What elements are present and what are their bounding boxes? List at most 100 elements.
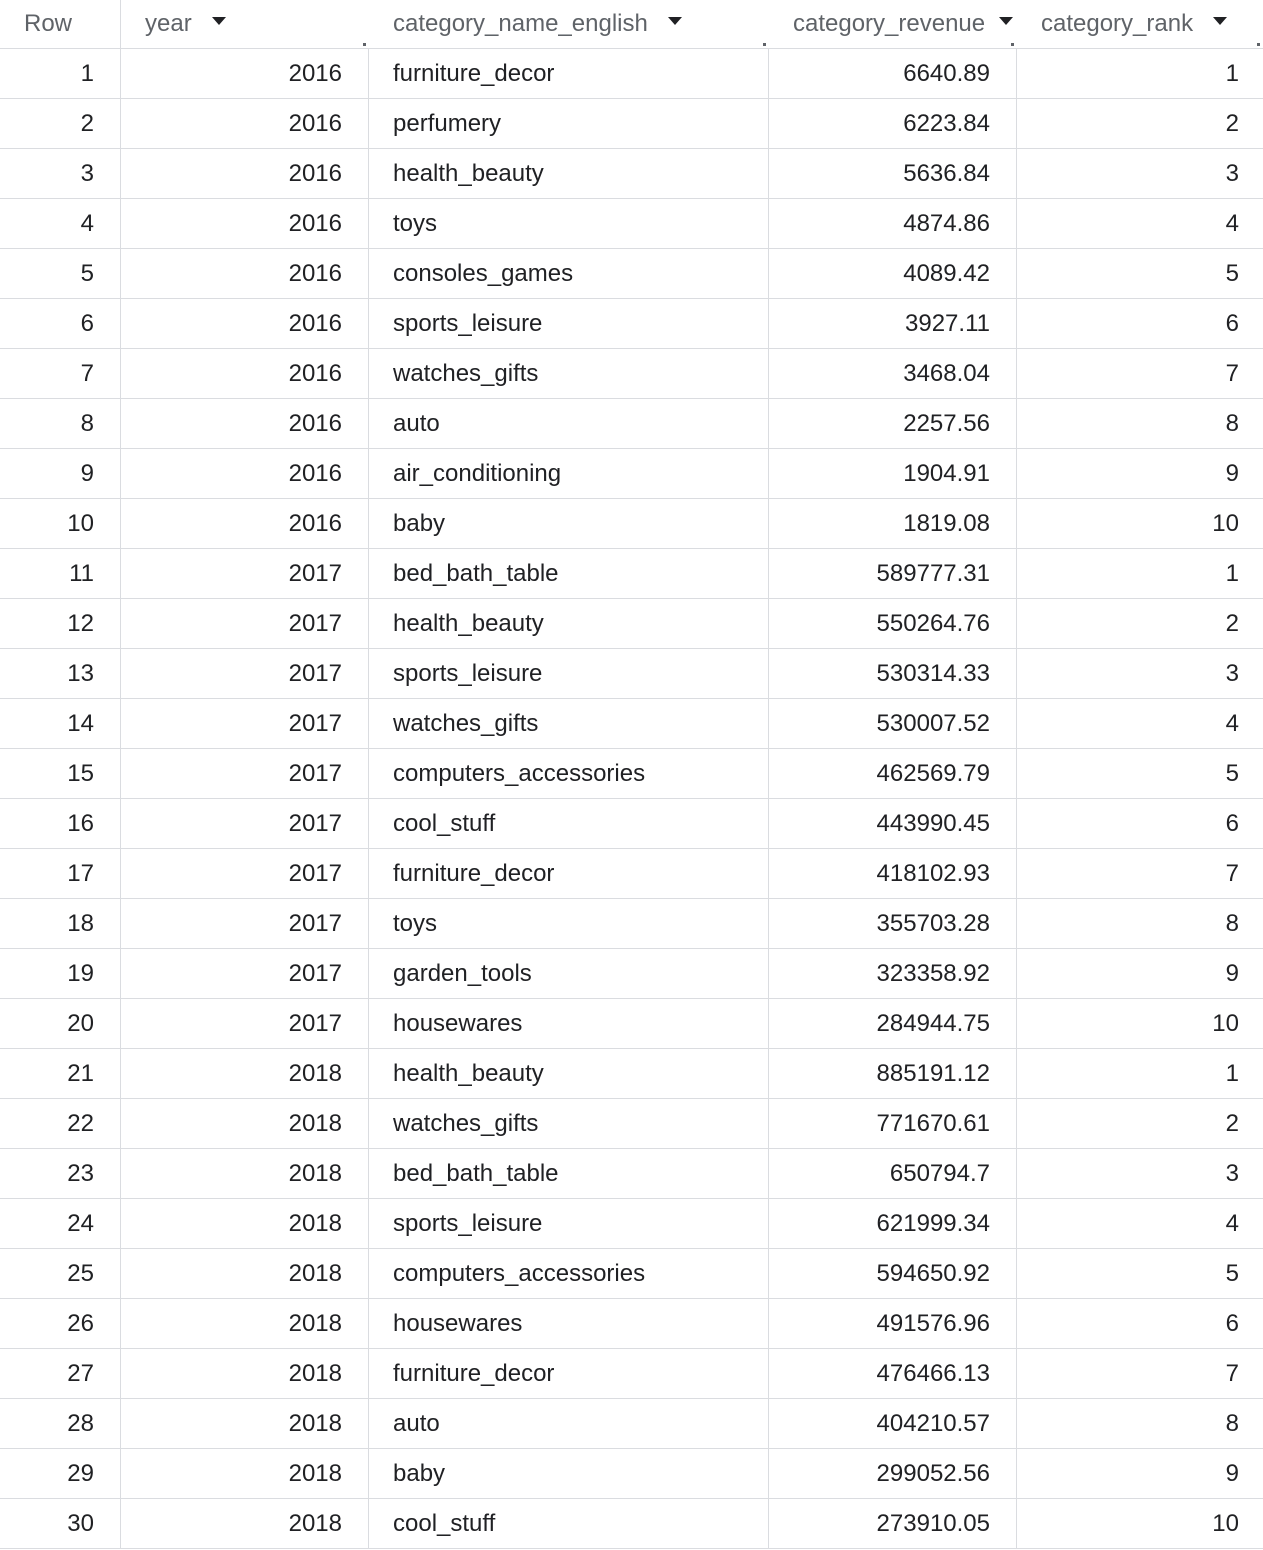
cell-category-revenue[interactable]: 650794.7 [769, 1149, 1017, 1198]
table-row[interactable]: 19 2017 garden_tools 323358.92 9 [0, 949, 1263, 999]
cell-category-name-english[interactable]: garden_tools [369, 949, 769, 998]
cell-category-revenue[interactable]: 4089.42 [769, 249, 1017, 298]
cell-year[interactable]: 2017 [121, 599, 369, 648]
cell-category-revenue[interactable]: 355703.28 [769, 899, 1017, 948]
cell-category-name-english[interactable]: furniture_decor [369, 849, 769, 898]
cell-category-revenue[interactable]: 284944.75 [769, 999, 1017, 1048]
cell-year[interactable]: 2018 [121, 1399, 369, 1448]
cell-year[interactable]: 2018 [121, 1349, 369, 1398]
cell-category-name-english[interactable]: sports_leisure [369, 299, 769, 348]
table-row[interactable]: 13 2017 sports_leisure 530314.33 3 [0, 649, 1263, 699]
table-row[interactable]: 24 2018 sports_leisure 621999.34 4 [0, 1199, 1263, 1249]
table-row[interactable]: 25 2018 computers_accessories 594650.92 5 [0, 1249, 1263, 1299]
cell-category-revenue[interactable]: 1819.08 [769, 499, 1017, 548]
column-resize-handle[interactable] [363, 43, 366, 46]
sort-dropdown-icon[interactable] [999, 17, 1014, 25]
cell-row-number[interactable]: 17 [0, 849, 121, 898]
table-row[interactable]: 1 2016 furniture_decor 6640.89 1 [0, 49, 1263, 99]
cell-category-rank[interactable]: 7 [1017, 349, 1263, 398]
cell-year[interactable]: 2017 [121, 799, 369, 848]
cell-category-revenue[interactable]: 491576.96 [769, 1299, 1017, 1348]
cell-row-number[interactable]: 18 [0, 899, 121, 948]
cell-category-name-english[interactable]: furniture_decor [369, 49, 769, 98]
cell-year[interactable]: 2016 [121, 199, 369, 248]
cell-category-rank[interactable]: 3 [1017, 649, 1263, 698]
cell-row-number[interactable]: 30 [0, 1499, 121, 1548]
cell-year[interactable]: 2016 [121, 499, 369, 548]
cell-category-rank[interactable]: 5 [1017, 749, 1263, 798]
table-row[interactable]: 22 2018 watches_gifts 771670.61 2 [0, 1099, 1263, 1149]
table-row[interactable]: 7 2016 watches_gifts 3468.04 7 [0, 349, 1263, 399]
cell-category-name-english[interactable]: cool_stuff [369, 1499, 769, 1548]
cell-year[interactable]: 2018 [121, 1299, 369, 1348]
cell-category-revenue[interactable]: 530314.33 [769, 649, 1017, 698]
cell-category-revenue[interactable]: 3468.04 [769, 349, 1017, 398]
cell-year[interactable]: 2017 [121, 899, 369, 948]
cell-category-revenue[interactable]: 594650.92 [769, 1249, 1017, 1298]
cell-category-revenue[interactable]: 443990.45 [769, 799, 1017, 848]
cell-category-revenue[interactable]: 299052.56 [769, 1449, 1017, 1498]
sort-dropdown-icon[interactable] [667, 17, 682, 25]
cell-category-revenue[interactable]: 621999.34 [769, 1199, 1017, 1248]
table-row[interactable]: 21 2018 health_beauty 885191.12 1 [0, 1049, 1263, 1099]
cell-category-name-english[interactable]: auto [369, 399, 769, 448]
cell-category-name-english[interactable]: bed_bath_table [369, 549, 769, 598]
table-row[interactable]: 26 2018 housewares 491576.96 6 [0, 1299, 1263, 1349]
cell-row-number[interactable]: 24 [0, 1199, 121, 1248]
cell-category-name-english[interactable]: watches_gifts [369, 349, 769, 398]
cell-year[interactable]: 2018 [121, 1499, 369, 1548]
cell-category-name-english[interactable]: cool_stuff [369, 799, 769, 848]
table-row[interactable]: 11 2017 bed_bath_table 589777.31 1 [0, 549, 1263, 599]
cell-category-rank[interactable]: 6 [1017, 299, 1263, 348]
table-row[interactable]: 9 2016 air_conditioning 1904.91 9 [0, 449, 1263, 499]
cell-row-number[interactable]: 25 [0, 1249, 121, 1298]
cell-category-name-english[interactable]: baby [369, 1449, 769, 1498]
cell-year[interactable]: 2016 [121, 99, 369, 148]
cell-category-rank[interactable]: 7 [1017, 1349, 1263, 1398]
cell-category-name-english[interactable]: health_beauty [369, 599, 769, 648]
cell-category-name-english[interactable]: computers_accessories [369, 749, 769, 798]
cell-category-name-english[interactable]: health_beauty [369, 1049, 769, 1098]
table-row[interactable]: 12 2017 health_beauty 550264.76 2 [0, 599, 1263, 649]
cell-category-name-english[interactable]: baby [369, 499, 769, 548]
cell-year[interactable]: 2016 [121, 299, 369, 348]
cell-row-number[interactable]: 29 [0, 1449, 121, 1498]
cell-category-rank[interactable]: 4 [1017, 699, 1263, 748]
table-row[interactable]: 29 2018 baby 299052.56 9 [0, 1449, 1263, 1499]
table-row[interactable]: 4 2016 toys 4874.86 4 [0, 199, 1263, 249]
cell-category-name-english[interactable]: sports_leisure [369, 1199, 769, 1248]
cell-category-revenue[interactable]: 476466.13 [769, 1349, 1017, 1398]
cell-row-number[interactable]: 9 [0, 449, 121, 498]
cell-category-name-english[interactable]: watches_gifts [369, 699, 769, 748]
cell-category-name-english[interactable]: consoles_games [369, 249, 769, 298]
cell-category-rank[interactable]: 8 [1017, 399, 1263, 448]
cell-category-rank[interactable]: 4 [1017, 1199, 1263, 1248]
column-header-category-rank[interactable]: category_rank [1017, 0, 1263, 48]
table-row[interactable]: 18 2017 toys 355703.28 8 [0, 899, 1263, 949]
cell-category-rank[interactable]: 5 [1017, 249, 1263, 298]
cell-category-revenue[interactable]: 771670.61 [769, 1099, 1017, 1148]
table-row[interactable]: 2 2016 perfumery 6223.84 2 [0, 99, 1263, 149]
cell-row-number[interactable]: 12 [0, 599, 121, 648]
cell-row-number[interactable]: 7 [0, 349, 121, 398]
cell-category-revenue[interactable]: 2257.56 [769, 399, 1017, 448]
cell-year[interactable]: 2018 [121, 1449, 369, 1498]
table-row[interactable]: 30 2018 cool_stuff 273910.05 10 [0, 1499, 1263, 1549]
cell-year[interactable]: 2017 [121, 649, 369, 698]
cell-category-revenue[interactable]: 6223.84 [769, 99, 1017, 148]
cell-category-rank[interactable]: 1 [1017, 549, 1263, 598]
cell-row-number[interactable]: 28 [0, 1399, 121, 1448]
cell-category-rank[interactable]: 10 [1017, 1499, 1263, 1548]
cell-row-number[interactable]: 8 [0, 399, 121, 448]
table-row[interactable]: 20 2017 housewares 284944.75 10 [0, 999, 1263, 1049]
cell-category-revenue[interactable]: 3927.11 [769, 299, 1017, 348]
cell-category-rank[interactable]: 6 [1017, 1299, 1263, 1348]
cell-row-number[interactable]: 16 [0, 799, 121, 848]
cell-row-number[interactable]: 20 [0, 999, 121, 1048]
cell-category-name-english[interactable]: housewares [369, 999, 769, 1048]
cell-row-number[interactable]: 23 [0, 1149, 121, 1198]
sort-dropdown-icon[interactable] [1213, 17, 1228, 25]
table-row[interactable]: 28 2018 auto 404210.57 8 [0, 1399, 1263, 1449]
cell-year[interactable]: 2016 [121, 149, 369, 198]
cell-category-name-english[interactable]: furniture_decor [369, 1349, 769, 1398]
